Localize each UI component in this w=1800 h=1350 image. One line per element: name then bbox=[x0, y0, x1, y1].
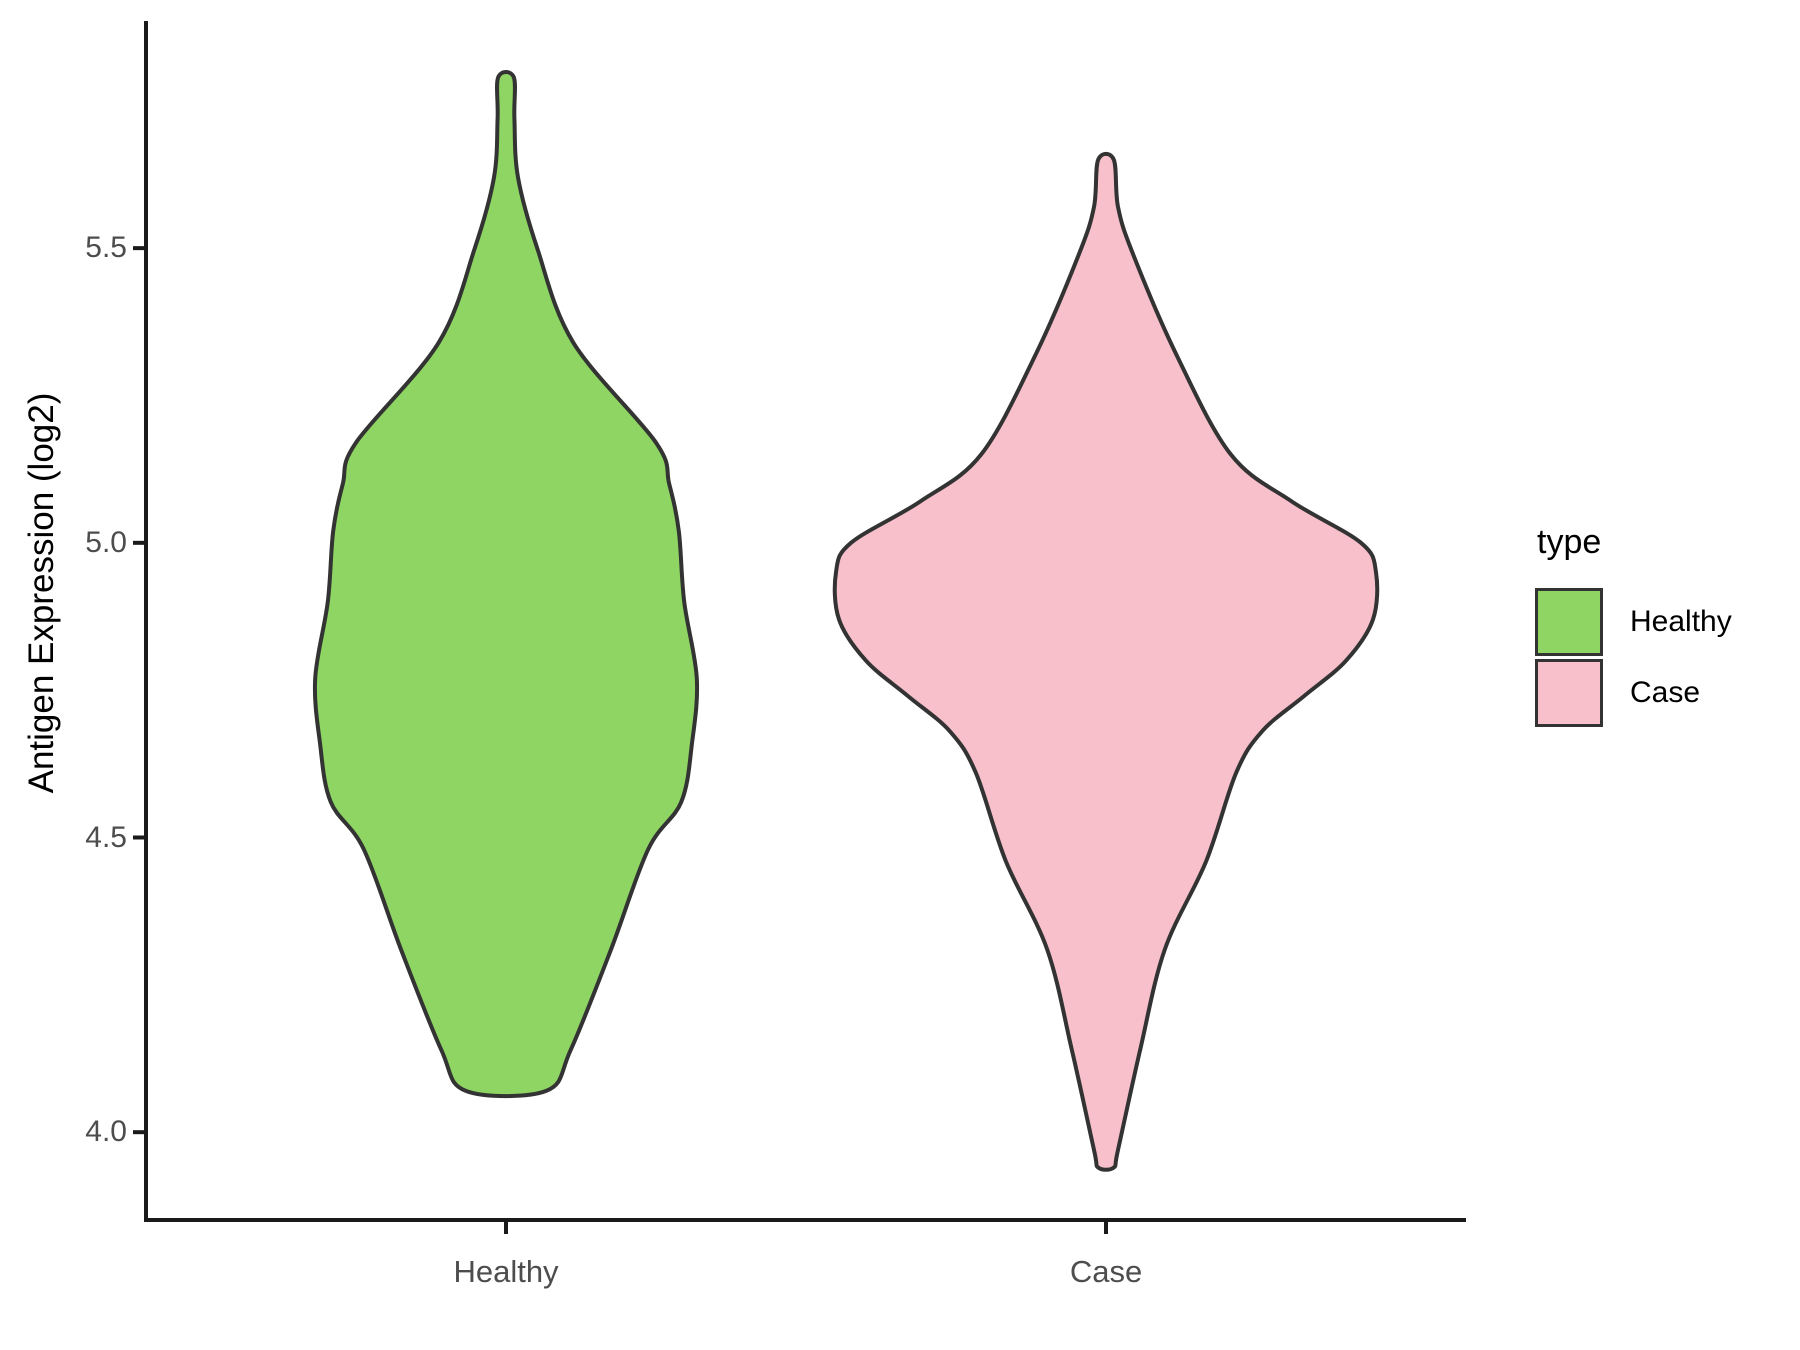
legend-label-case: Case bbox=[1630, 675, 1701, 709]
violin-case bbox=[832, 151, 1380, 1172]
legend-swatch-case bbox=[1535, 658, 1603, 727]
y-axis-title: Antigen Expression (log2) bbox=[22, 392, 61, 794]
legend-item-healthy: Healthy bbox=[1535, 586, 1732, 657]
violin-healthy bbox=[312, 70, 700, 1099]
legend-title: type bbox=[1537, 523, 1602, 561]
x-axis-ticks bbox=[504, 1221, 1108, 1234]
y-tick-label: 4.0 bbox=[85, 1115, 127, 1149]
x-tick-label-case: Case bbox=[1069, 1254, 1143, 1289]
y-axis-ticks bbox=[133, 246, 145, 1135]
legend-label-healthy: Healthy bbox=[1630, 604, 1732, 638]
legend-swatch-healthy bbox=[1535, 587, 1603, 656]
legend: type Healthy Case bbox=[1535, 523, 1732, 728]
y-tick-label: 5.5 bbox=[85, 231, 127, 265]
x-tick-label-healthy: Healthy bbox=[453, 1254, 559, 1289]
y-tick-label: 5.0 bbox=[85, 525, 127, 559]
legend-item-case: Case bbox=[1535, 657, 1732, 728]
violins-group bbox=[312, 70, 1380, 1172]
y-tick-label: 4.5 bbox=[85, 820, 127, 854]
